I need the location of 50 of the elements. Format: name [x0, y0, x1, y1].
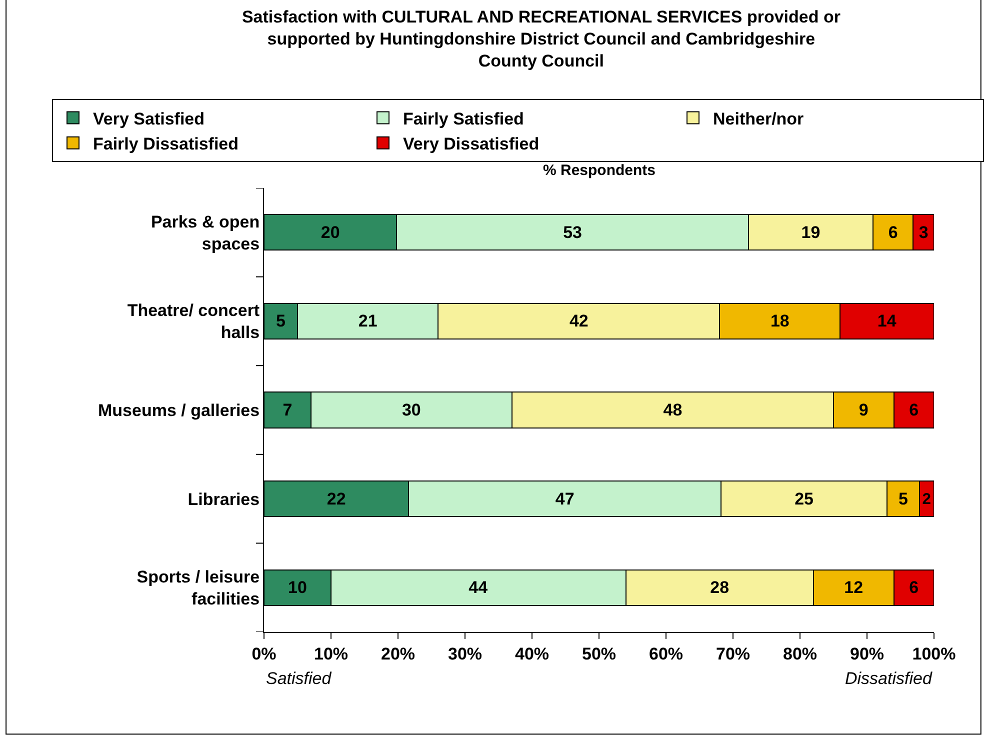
x-tick-label: 90% — [850, 644, 884, 664]
data-label: 6 — [909, 400, 919, 420]
x-tick-label: 30% — [448, 644, 482, 664]
data-label: 5 — [898, 489, 908, 508]
data-label: 28 — [710, 578, 730, 598]
data-label: 30 — [402, 400, 421, 420]
chart-title: Satisfaction with CULTURAL AND RECREATIONAL SERVICES provided or supported by Huntingdonshire District Council and Cambridgeshire County Council — [242, 7, 841, 70]
y-tick-label: Libraries — [188, 490, 260, 509]
legend-label: Very Dissatisfied — [403, 134, 540, 154]
data-label: 20 — [320, 222, 340, 242]
y-tick-label: Museums / galleries — [98, 400, 260, 420]
data-label: 12 — [844, 578, 864, 598]
text: Satisfied — [266, 669, 332, 688]
y-tick-label: Parks & open spaces — [150, 212, 260, 254]
data-label: 3 — [918, 222, 928, 242]
y-tick-label: Sports / leisure facilities — [136, 568, 260, 609]
x-tick-label: 40% — [514, 644, 550, 664]
data-label: 48 — [663, 400, 682, 420]
x-tick-label: 0% — [252, 644, 276, 664]
legend-label: Neither/nor — [713, 109, 804, 128]
data-label: 22 — [326, 489, 346, 508]
data-label: 25 — [794, 489, 814, 508]
data-label: 42 — [569, 312, 588, 331]
data-label: 2 — [922, 490, 932, 508]
x-tick-label: 80% — [782, 644, 818, 664]
x-tick-label: 100% — [912, 644, 956, 664]
data-label: 7 — [282, 400, 292, 420]
data-label: 6 — [888, 222, 898, 242]
data-label: 6 — [909, 578, 919, 598]
x-tick-label: 10% — [314, 644, 348, 664]
legend-label: Fairly Dissatisfied — [93, 134, 239, 154]
text: Dissatisfied — [845, 669, 932, 688]
data-label: 19 — [801, 222, 820, 242]
y-tick-label: Theatre/ concert halls — [127, 301, 260, 342]
x-tick-label: 20% — [380, 644, 416, 664]
data-label: 5 — [276, 312, 286, 331]
data-label: 10 — [288, 578, 307, 598]
x-axis-title: % Respondents — [543, 162, 656, 179]
x-tick-label: 50% — [582, 644, 616, 664]
data-label: 44 — [468, 578, 488, 598]
x-tick-label: 70% — [716, 644, 750, 664]
data-label: 14 — [877, 312, 897, 331]
data-label: 18 — [770, 312, 790, 331]
legend-label: Fairly Satisfied — [403, 109, 524, 128]
data-label: 9 — [858, 400, 868, 420]
data-label: 53 — [563, 222, 582, 242]
x-tick-label: 60% — [648, 644, 684, 664]
data-label: 47 — [555, 489, 574, 508]
data-label: 21 — [358, 312, 378, 331]
legend-label: Very Satisfied — [93, 109, 205, 128]
